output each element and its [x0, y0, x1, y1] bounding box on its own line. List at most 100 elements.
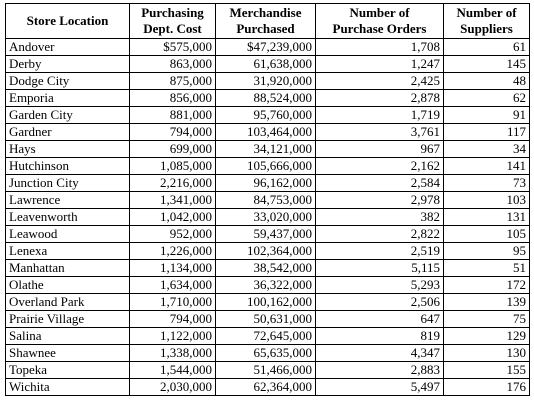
purchase-orders-cell: 967	[315, 140, 444, 158]
store-location-cell: Hutchinson	[5, 157, 130, 175]
purchase-orders-cell: 2,584	[315, 174, 444, 192]
purchasing-dept-cost-cell: $575,000	[129, 38, 216, 56]
store-location-cell: Overland Park	[5, 293, 130, 311]
suppliers-cell: 141	[443, 157, 530, 175]
store-location-cell: Shawnee	[5, 344, 130, 362]
purchase-orders-cell: 3,761	[315, 123, 444, 141]
header-number-of-suppliers: Number of Suppliers	[443, 3, 530, 39]
store-location-cell: Andover	[5, 38, 130, 56]
store-location-cell: Gardner	[5, 123, 130, 141]
merchandise-purchased-cell: 31,920,000	[215, 72, 316, 90]
store-location-cell: Olathe	[5, 276, 130, 294]
merchandise-purchased-cell: 62,364,000	[215, 378, 316, 396]
merchandise-purchased-cell: 50,631,000	[215, 310, 316, 328]
purchasing-dept-cost-cell: 794,000	[129, 310, 216, 328]
suppliers-cell: 105	[443, 225, 530, 243]
purchasing-dept-cost-cell: 2,030,000	[129, 378, 216, 396]
suppliers-cell: 129	[443, 327, 530, 345]
purchase-orders-cell: 2,878	[315, 89, 444, 107]
purchase-orders-cell: 2,978	[315, 191, 444, 209]
store-location-cell: Topeka	[5, 361, 130, 379]
purchasing-dept-cost-cell: 863,000	[129, 55, 216, 73]
merchandise-purchased-cell: 33,020,000	[215, 208, 316, 226]
suppliers-cell: 51	[443, 259, 530, 277]
header-number-of-purchase-orders-line-1: Number of	[349, 5, 410, 20]
merchandise-purchased-cell: 72,645,000	[215, 327, 316, 345]
purchasing-dept-cost-cell: 1,338,000	[129, 344, 216, 362]
merchandise-purchased-cell: 102,364,000	[215, 242, 316, 260]
table-row: Andover $575,000 $47,239,000 1,708 61	[5, 38, 530, 56]
store-location-cell: Salina	[5, 327, 130, 345]
merchandise-purchased-cell: 96,162,000	[215, 174, 316, 192]
store-location-cell: Garden City	[5, 106, 130, 124]
merchandise-purchased-cell: 100,162,000	[215, 293, 316, 311]
suppliers-cell: 61	[443, 38, 530, 56]
purchasing-dept-cost-cell: 1,226,000	[129, 242, 216, 260]
purchasing-dept-cost-cell: 1,122,000	[129, 327, 216, 345]
purchasing-dept-cost-cell: 1,341,000	[129, 191, 216, 209]
table-row: Derby 863,000 61,638,000 1,247 145	[5, 55, 530, 73]
purchasing-dept-cost-cell: 856,000	[129, 89, 216, 107]
table-row: Junction City 2,216,000 96,162,000 2,584 73	[5, 174, 530, 192]
suppliers-cell: 95	[443, 242, 530, 260]
purchase-orders-cell: 647	[315, 310, 444, 328]
store-location-cell: Leavenworth	[5, 208, 130, 226]
purchasing-dept-cost-cell: 1,042,000	[129, 208, 216, 226]
purchase-orders-cell: 5,497	[315, 378, 444, 396]
merchandise-purchased-cell: 36,322,000	[215, 276, 316, 294]
header-store-location-line-1: Store Location	[26, 13, 109, 28]
purchase-orders-cell: 5,293	[315, 276, 444, 294]
store-purchasing-table: Store Location Purchasing Dept. Cost Mer…	[5, 3, 530, 396]
purchase-orders-cell: 2,425	[315, 72, 444, 90]
table-row: Topeka 1,544,000 51,466,000 2,883 155	[5, 361, 530, 379]
purchase-orders-cell: 1,247	[315, 55, 444, 73]
header-row: Store Location Purchasing Dept. Cost Mer…	[5, 3, 530, 39]
table-row: Prairie Village 794,000 50,631,000 647 75	[5, 310, 530, 328]
store-location-cell: Junction City	[5, 174, 130, 192]
suppliers-cell: 139	[443, 293, 530, 311]
table-header: Store Location Purchasing Dept. Cost Mer…	[5, 3, 530, 39]
table-row: Wichita 2,030,000 62,364,000 5,497 176	[5, 378, 530, 396]
header-purchasing-dept-cost: Purchasing Dept. Cost	[129, 3, 216, 39]
purchasing-dept-cost-cell: 1,710,000	[129, 293, 216, 311]
store-location-cell: Prairie Village	[5, 310, 130, 328]
header-purchasing-dept-cost-line-2: Dept. Cost	[143, 21, 202, 36]
merchandise-purchased-cell: 34,121,000	[215, 140, 316, 158]
purchase-orders-cell: 2,162	[315, 157, 444, 175]
table-row: Gardner 794,000 103,464,000 3,761 117	[5, 123, 530, 141]
suppliers-cell: 145	[443, 55, 530, 73]
suppliers-cell: 176	[443, 378, 530, 396]
purchase-orders-cell: 819	[315, 327, 444, 345]
purchasing-dept-cost-cell: 699,000	[129, 140, 216, 158]
purchasing-dept-cost-cell: 952,000	[129, 225, 216, 243]
table-row: Leawood 952,000 59,437,000 2,822 105	[5, 225, 530, 243]
purchase-orders-cell: 382	[315, 208, 444, 226]
table-row: Dodge City 875,000 31,920,000 2,425 48	[5, 72, 530, 90]
header-number-of-purchase-orders-line-2: Purchase Orders	[332, 21, 427, 36]
suppliers-cell: 48	[443, 72, 530, 90]
store-location-cell: Wichita	[5, 378, 130, 396]
table-row: Overland Park 1,710,000 100,162,000 2,506 13…	[5, 293, 530, 311]
store-location-cell: Leawood	[5, 225, 130, 243]
suppliers-cell: 117	[443, 123, 530, 141]
purchasing-dept-cost-cell: 1,634,000	[129, 276, 216, 294]
merchandise-purchased-cell: 103,464,000	[215, 123, 316, 141]
table-row: Leavenworth 1,042,000 33,020,000 382 131	[5, 208, 530, 226]
header-merchandise-purchased-line-2: Purchased	[236, 21, 295, 36]
purchase-orders-cell: 5,115	[315, 259, 444, 277]
store-location-cell: Hays	[5, 140, 130, 158]
suppliers-cell: 75	[443, 310, 530, 328]
purchasing-dept-cost-cell: 1,544,000	[129, 361, 216, 379]
table-row: Hays 699,000 34,121,000 967 34	[5, 140, 530, 158]
store-location-cell: Lawrence	[5, 191, 130, 209]
store-location-cell: Emporia	[5, 89, 130, 107]
purchasing-dept-cost-cell: 1,085,000	[129, 157, 216, 175]
purchase-orders-cell: 2,519	[315, 242, 444, 260]
merchandise-purchased-cell: 95,760,000	[215, 106, 316, 124]
suppliers-cell: 155	[443, 361, 530, 379]
purchase-orders-cell: 2,883	[315, 361, 444, 379]
purchase-orders-cell: 2,506	[315, 293, 444, 311]
table-row: Salina 1,122,000 72,645,000 819 129	[5, 327, 530, 345]
table-row: Garden City 881,000 95,760,000 1,719 91	[5, 106, 530, 124]
purchasing-dept-cost-cell: 794,000	[129, 123, 216, 141]
